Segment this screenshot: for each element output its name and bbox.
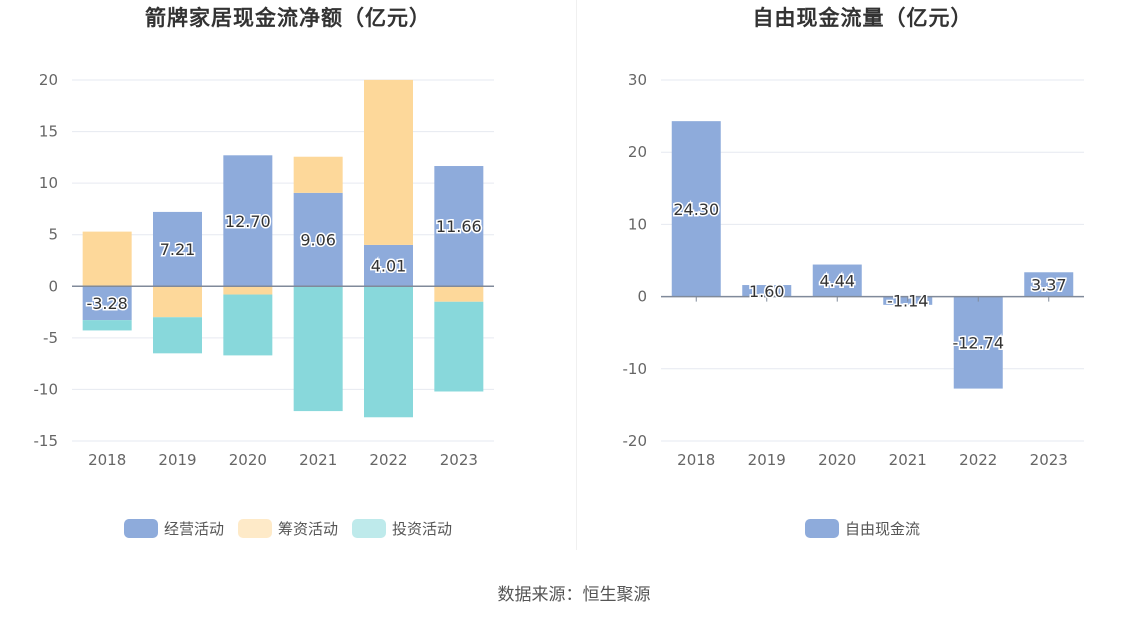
x-tick-label: 2023 xyxy=(440,451,478,469)
free-cashflow-chart-panel: 自由现金流量（亿元） 30 20 10 0 -10 -20 24.30 1.60 4.44 -1.… xyxy=(577,0,1148,550)
legend-item[interactable]: 经营活动 xyxy=(123,518,224,539)
data-label: 24.30 xyxy=(673,200,719,219)
chart-legend: 经营活动 筹资活动 投资活动 xyxy=(0,518,576,539)
x-tick-label: 2018 xyxy=(88,451,126,469)
bar xyxy=(82,286,132,321)
y-tick-label: -20 xyxy=(623,432,648,450)
bar xyxy=(82,320,132,331)
bar xyxy=(364,244,413,287)
legend-item[interactable]: 自由现金流 xyxy=(804,518,920,539)
legend-item[interactable]: 投资活动 xyxy=(352,518,452,539)
panel-divider xyxy=(576,0,577,550)
data-label: 11.66 xyxy=(436,217,482,236)
x-tick-label: 2019 xyxy=(748,451,786,469)
bar xyxy=(434,286,484,302)
y-tick-label: -15 xyxy=(34,432,59,450)
data-source-note: 数据来源：恒生聚源 xyxy=(497,585,651,605)
bar xyxy=(671,121,721,297)
legend-swatch xyxy=(352,519,386,538)
y-tick-label: 0 xyxy=(637,288,647,306)
chart-legend: 自由现金流 xyxy=(577,518,1148,539)
x-tick-label: 2019 xyxy=(158,451,196,469)
chart-title: 箭牌家居现金流净额（亿元） xyxy=(145,6,431,30)
x-tick-label: 2018 xyxy=(677,451,715,469)
x-tick-label: 2020 xyxy=(229,451,267,469)
cashflow-net-chart-panel: 箭牌家居现金流净额（亿元） 20 15 10 5 0 -5 -10 -15 -3.28 7.21 1… xyxy=(0,0,576,550)
data-label: 3.37 xyxy=(1031,275,1067,294)
y-tick-label: 15 xyxy=(39,123,58,141)
legend-label: 自由现金流 xyxy=(844,520,920,538)
data-label: -12.74 xyxy=(952,334,1004,353)
data-label: 4.01 xyxy=(371,257,407,276)
bar xyxy=(153,286,202,318)
y-tick-label: 10 xyxy=(628,215,647,233)
y-tick-label: 5 xyxy=(48,226,58,244)
bar xyxy=(953,296,1003,389)
legend-item[interactable]: 筹资活动 xyxy=(237,518,338,539)
y-tick-label: 20 xyxy=(628,143,647,161)
y-tick-label: 30 xyxy=(628,71,647,89)
legend-swatch xyxy=(237,519,272,538)
legend-label: 筹资活动 xyxy=(277,520,338,538)
bar xyxy=(293,192,343,287)
legend-label: 经营活动 xyxy=(163,520,224,538)
legend-swatch xyxy=(804,519,839,538)
x-tick-label: 2022 xyxy=(959,451,997,469)
cashflow-net-chart: 20 15 10 5 0 -5 -10 -15 -3.28 7.21 12.70 9.06 4.01 11… xyxy=(34,71,494,469)
bar xyxy=(434,166,484,287)
y-tick-label: -10 xyxy=(34,380,59,398)
y-tick-label: 20 xyxy=(39,71,58,89)
data-label: 7.21 xyxy=(160,240,196,259)
chart-title: 自由现金流量（亿元） xyxy=(752,6,973,30)
bar xyxy=(293,156,343,193)
bar xyxy=(434,301,484,392)
free-cashflow-chart: 30 20 10 0 -10 -20 24.30 1.60 4.44 -1.14 -12.74 3.3… xyxy=(623,71,1084,469)
bar xyxy=(153,317,202,354)
bar xyxy=(153,211,202,287)
x-tick-label: 2021 xyxy=(299,451,337,469)
x-tick-label: 2021 xyxy=(889,451,927,469)
x-tick-label: 2020 xyxy=(818,451,856,469)
data-label: 12.70 xyxy=(225,212,271,231)
bar xyxy=(293,286,343,412)
bar xyxy=(364,79,413,245)
bar xyxy=(82,231,132,287)
data-label: -3.28 xyxy=(86,294,127,313)
data-label: 4.44 xyxy=(819,272,855,291)
y-tick-label: 10 xyxy=(39,174,58,192)
legend-label: 投资活动 xyxy=(392,520,453,538)
bar xyxy=(742,285,792,297)
bar xyxy=(364,286,413,418)
bar xyxy=(223,155,273,287)
y-tick-label: -5 xyxy=(43,329,58,347)
x-tick-label: 2023 xyxy=(1030,451,1068,469)
bar xyxy=(223,294,273,356)
data-label: 1.60 xyxy=(749,282,785,301)
y-tick-label: 0 xyxy=(48,277,58,295)
bar xyxy=(1024,272,1074,297)
bar xyxy=(223,286,273,295)
data-label: 9.06 xyxy=(300,231,336,250)
x-tick-label: 2022 xyxy=(369,451,407,469)
y-tick-label: -10 xyxy=(623,360,648,378)
bar xyxy=(812,264,862,297)
data-label: -1.14 xyxy=(887,292,928,311)
legend-swatch xyxy=(123,519,158,538)
